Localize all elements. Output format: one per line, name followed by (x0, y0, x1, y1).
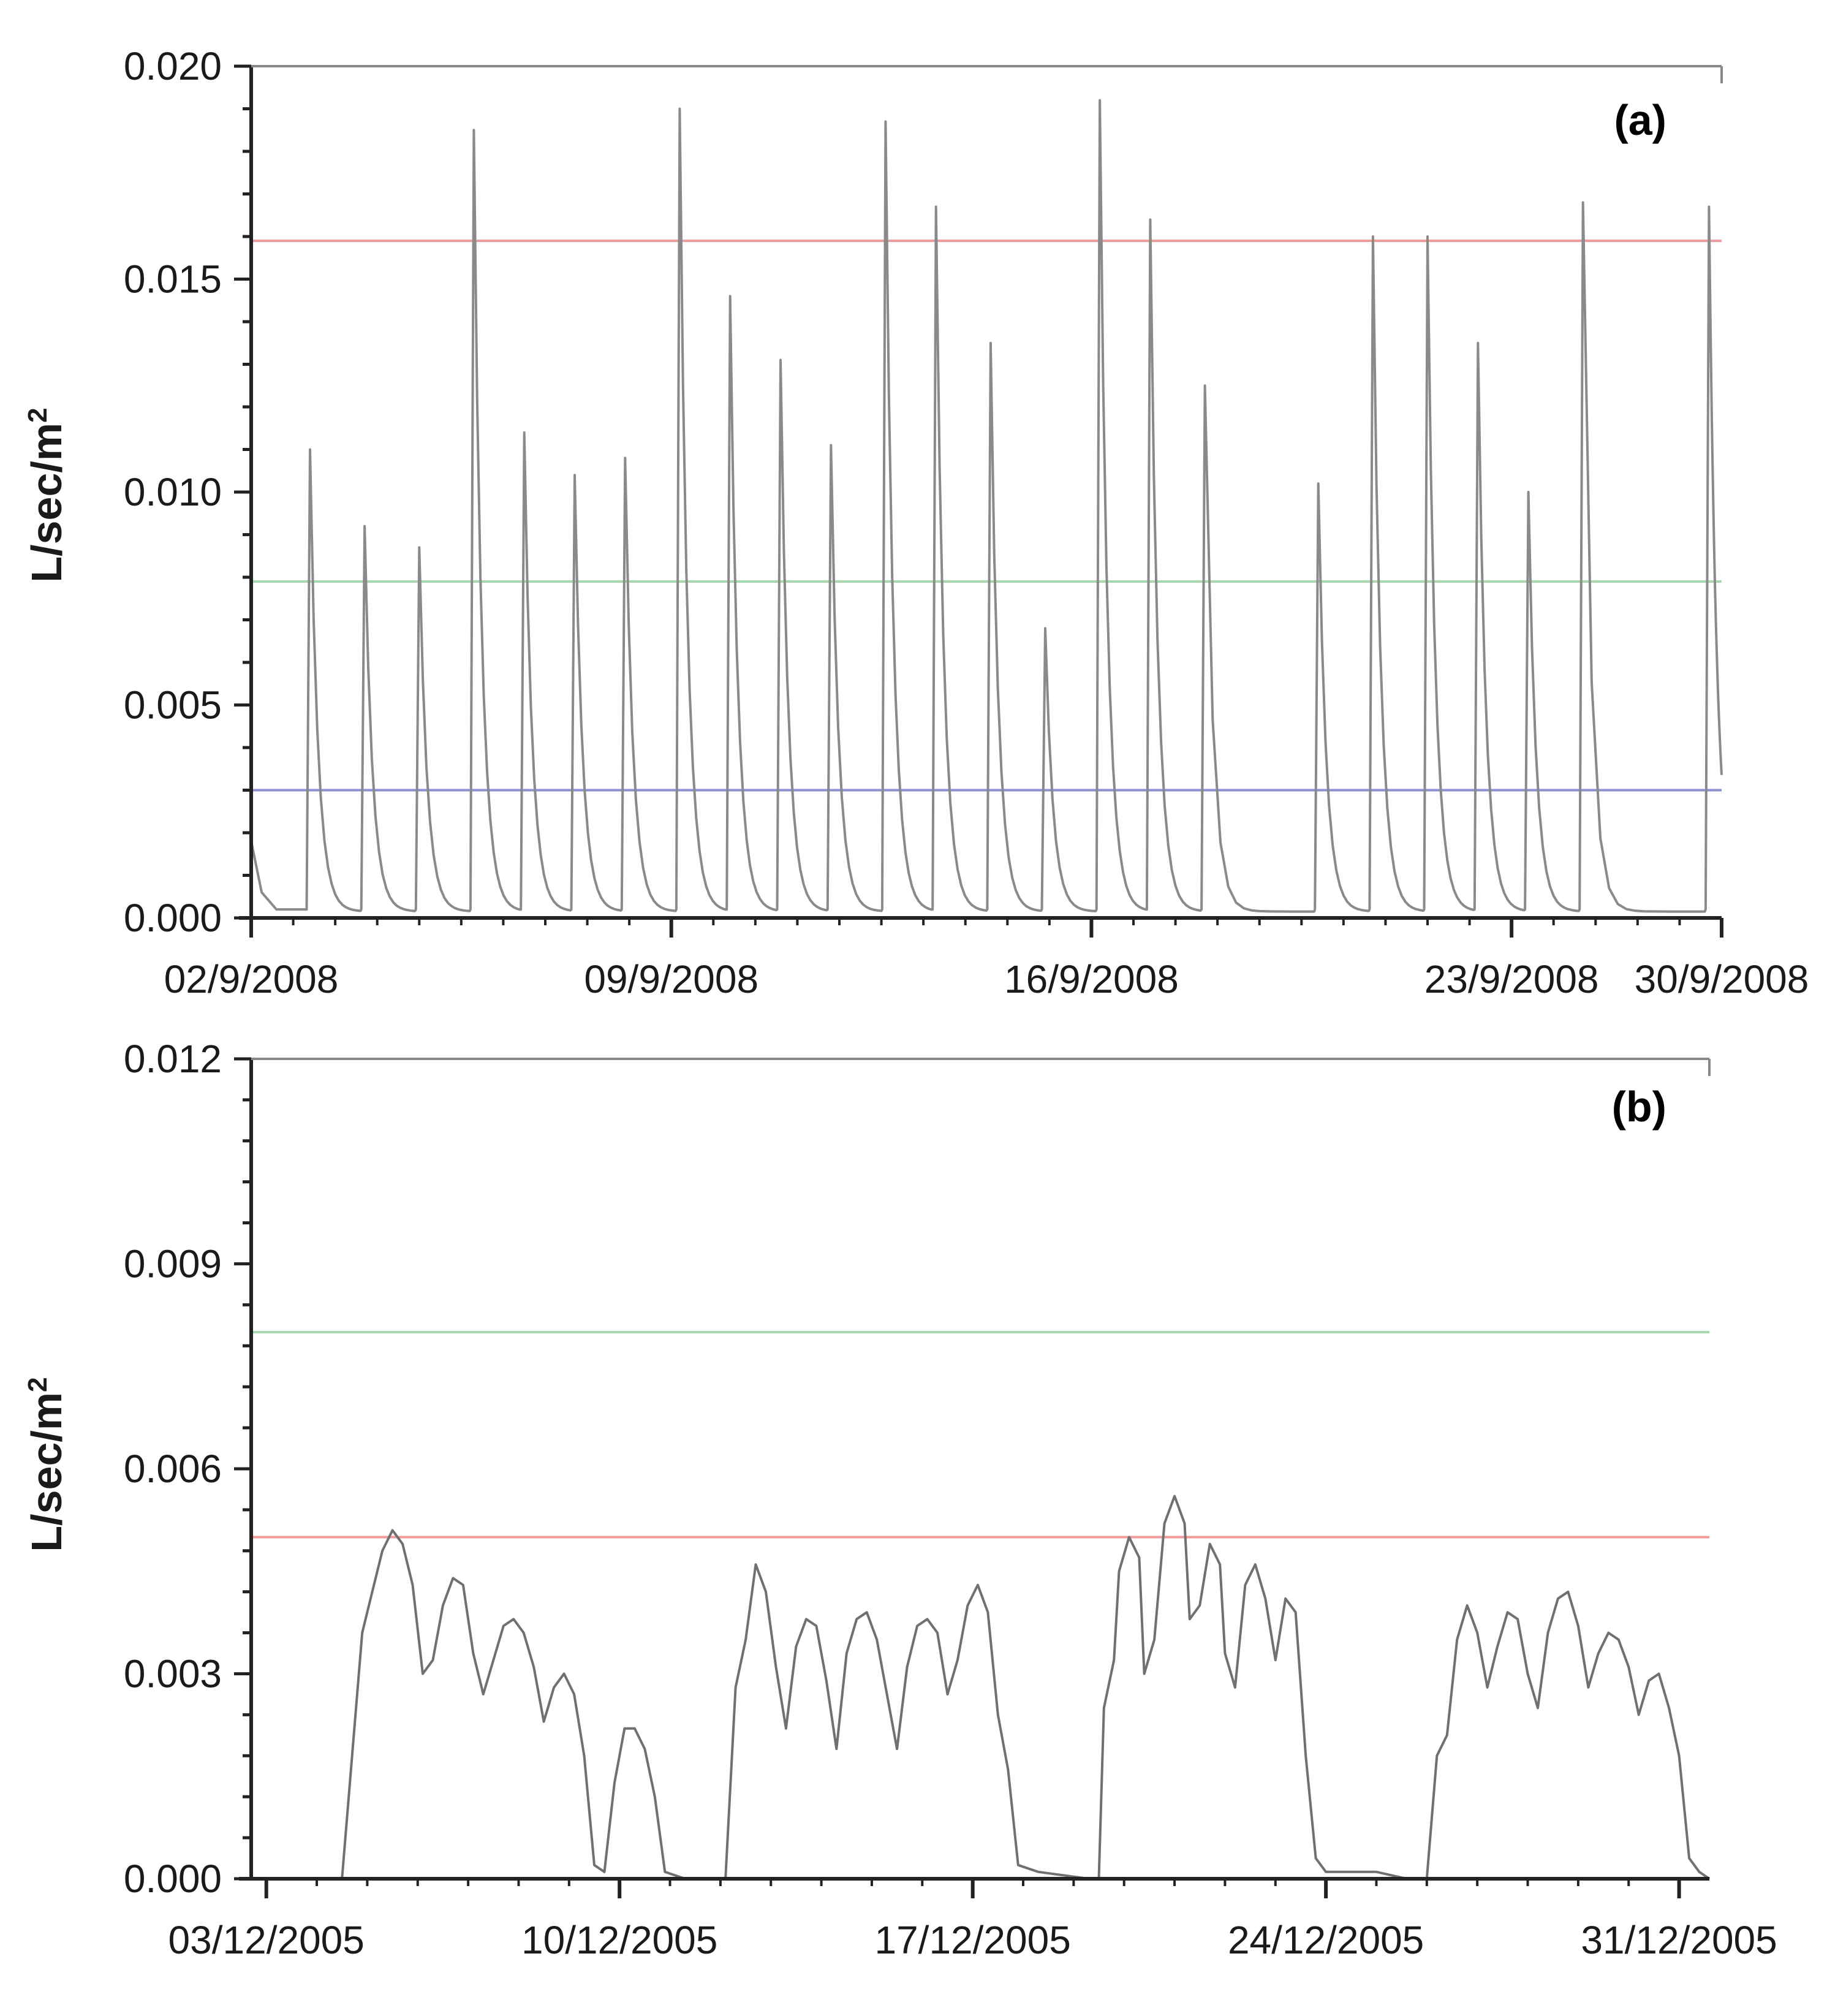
panel-b-y-axis-title-sup: 2 (23, 1377, 53, 1392)
panel-a-y-tick-label: 0.005 (124, 683, 222, 727)
panel-b-x-tick-label: 17/12/2005 (874, 1918, 1070, 1962)
panel-a-y-tick-label: 0.010 (124, 470, 222, 514)
panel-a-x-tick-label: 09/9/2008 (584, 957, 758, 1001)
panel-a-y-axis-title-sup: 2 (23, 407, 53, 422)
panel-a-flow-line (250, 99, 1723, 913)
panel-b: 0.000 0.003 0.006 0.009 0.012 03/12/2005 10/1… (23, 1037, 1777, 1962)
panel-a-y-tick-label: 0.015 (124, 257, 222, 301)
panel-a-y-tick-label: 0.020 (124, 44, 222, 88)
panel-b-y-tick-label: 0.009 (124, 1242, 222, 1286)
panel-a-label: (a) (1614, 96, 1666, 144)
panel-a-x-tick-label: 02/9/2008 (164, 957, 339, 1001)
panel-a-x-tick-label: 23/9/2008 (1424, 957, 1599, 1001)
panel-b-y-axis-title: L/sec/m2 (23, 1377, 71, 1552)
panel-b-y-tick-label: 0.003 (124, 1652, 222, 1696)
panel-a-y-axis-title-text: L/sec/m (23, 423, 70, 583)
panel-a-y-axis-title: L/sec/m2 (23, 407, 71, 582)
panel-b-flow-line (251, 1495, 1711, 1880)
panel-b-y-tick-label: 0.000 (124, 1857, 222, 1901)
panel-b-label: (b) (1612, 1083, 1666, 1131)
panel-b-y-tick-label: 0.006 (124, 1447, 222, 1491)
panel-b-x-tick-label: 10/12/2005 (521, 1918, 717, 1962)
panel-b-x-tick-label: 31/12/2005 (1581, 1918, 1777, 1962)
panel-b-y-tick-label: 0.012 (124, 1037, 222, 1081)
panel-b-x-tick-label: 24/12/2005 (1228, 1918, 1424, 1962)
panel-a-x-tick-label: 30/9/2008 (1635, 957, 1809, 1001)
panel-a: 0.000 0.005 0.010 0.015 0.020 02/9/2008 09/9/… (23, 44, 1809, 1001)
panel-b-x-tick-label: 03/12/2005 (168, 1918, 365, 1962)
panel-a-x-tick-label: 16/9/2008 (1004, 957, 1179, 1001)
panel-a-y-tick-label: 0.000 (124, 896, 222, 940)
panel-b-y-axis-title-text: L/sec/m (23, 1392, 70, 1552)
